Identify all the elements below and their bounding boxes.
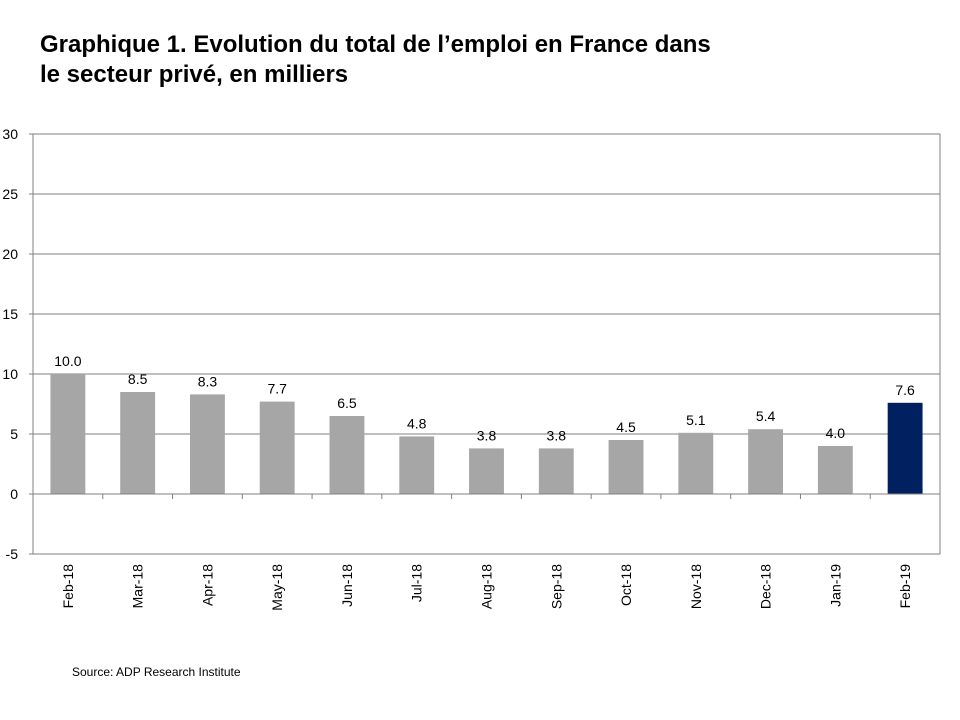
y-tick-label: 0 [10,486,18,502]
data-label: 4.5 [616,419,636,435]
source-note: Source: ADP Research Institute [72,665,241,679]
x-tick-label: Jan-19 [827,564,843,607]
x-tick-label: Sep-18 [548,564,564,609]
y-tick-label: 30 [2,126,18,142]
bar-Mar-18 [120,392,156,494]
x-tick-label: Feb-18 [60,564,76,609]
data-label: 8.5 [128,371,148,387]
data-labels: 10.0 8.5 8.3 7.7 6.5 4.8 3.8 3.8 4.5 5.1 5.4 4.0 7.6 [54,353,915,443]
bar-Sep-18 [538,448,574,494]
data-label: 10.0 [54,353,81,369]
bar-Aug-18 [469,448,504,494]
x-tick-label: Aug-18 [479,564,495,609]
y-tick-label: 20 [2,246,18,262]
bar-Jan-19 [817,446,853,494]
bar-Jun-18 [329,416,365,494]
x-tick-label: Jul-18 [409,564,425,602]
bars [50,374,923,494]
x-tick-label: Jun-18 [339,564,355,607]
data-label: 4.8 [407,415,427,431]
bar-Feb-18 [50,374,86,494]
y-tick-label: 25 [2,186,18,202]
x-tick-label: Feb-19 [897,564,913,609]
data-label: 3.8 [477,427,497,443]
data-label: 4.0 [826,425,846,441]
x-axis-ticks: Feb-18 Mar-18 Apr-18 May-18 Jun-18 Jul-18 Aug-… [32,493,940,611]
bar-Feb-19 [887,402,923,494]
x-tick-label: Nov-18 [688,564,704,609]
x-tick-label: May-18 [269,564,285,611]
y-tick-label: 5 [10,426,18,442]
data-label: 6.5 [337,395,357,411]
y-axis-ticks: -5 0 5 10 15 20 25 30 [2,126,33,562]
bar-Jul-18 [399,436,435,494]
x-tick-label: Apr-18 [199,564,215,606]
chart-title-line-2: le secteur privé, en milliers [40,61,349,88]
bar-Apr-18 [189,394,225,494]
data-label: 5.4 [756,408,776,424]
data-label: 8.3 [198,373,218,389]
y-tick-label: 15 [2,306,18,322]
bar-Nov-18 [678,432,714,494]
bar-May-18 [259,401,295,494]
bar-Oct-18 [608,440,644,494]
x-tick-label: Dec-18 [758,564,774,609]
x-tick-label: Oct-18 [618,564,634,606]
data-label: 7.7 [267,381,287,397]
data-label: 3.8 [547,427,567,443]
data-label: 7.6 [895,382,915,398]
y-tick-label: -5 [6,546,19,562]
chart-title: Graphique 1. Evolution du total de l’emp… [40,30,920,90]
bar-Dec-18 [748,429,784,494]
y-tick-label: 10 [2,366,18,382]
data-label: 5.1 [686,412,706,428]
chart-title-line-1: Graphique 1. Evolution du total de l’emp… [40,31,711,58]
x-tick-label: Mar-18 [130,564,146,609]
